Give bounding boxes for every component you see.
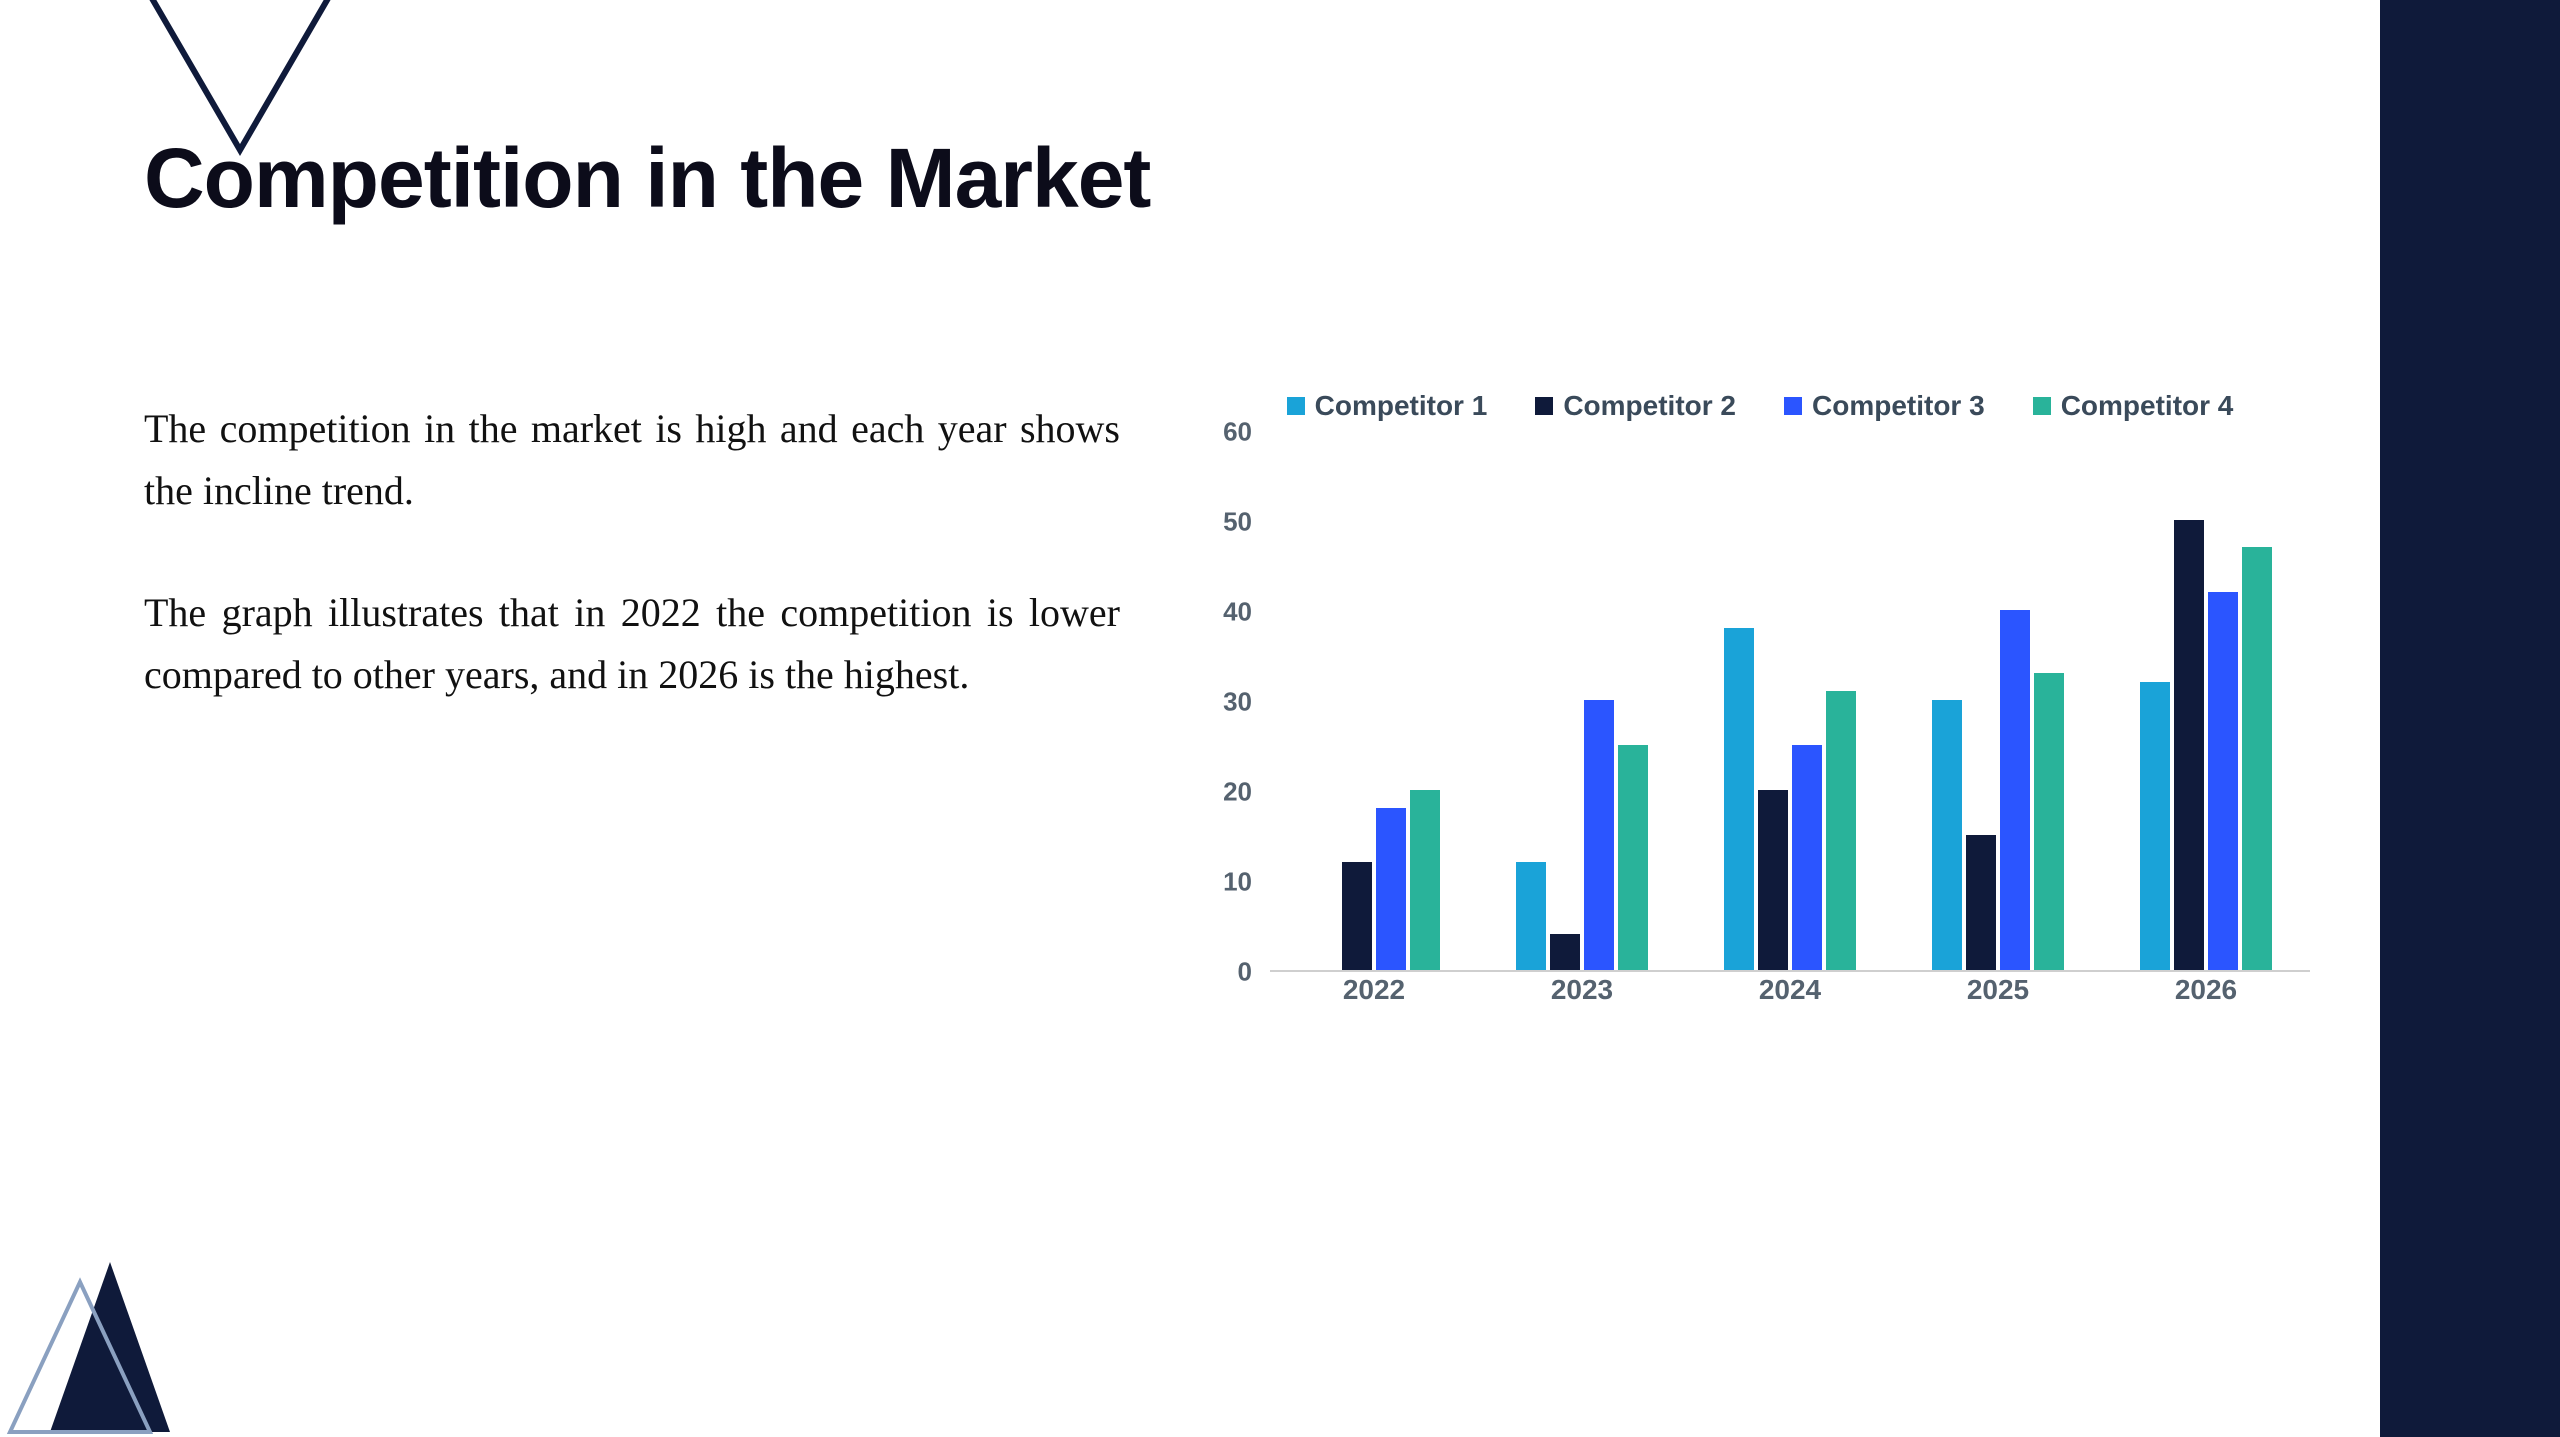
- chart-legend: Competitor 1 Competitor 2 Competitor 3 Comp…: [1200, 390, 2320, 422]
- bar-group: [1270, 790, 1478, 970]
- bar: [2140, 682, 2170, 970]
- x-tick-label: 2024: [1686, 974, 1894, 1012]
- bar: [1550, 934, 1580, 970]
- decorative-triangle-bottom: [0, 1242, 230, 1437]
- bar: [1410, 790, 1440, 970]
- bar: [1516, 862, 1546, 970]
- slide-body: The competition in the market is high an…: [144, 398, 1120, 766]
- legend-label: Competitor 3: [1812, 390, 1985, 422]
- bar: [2174, 520, 2204, 970]
- bar: [2208, 592, 2238, 970]
- slide: Competition in the Market The competitio…: [0, 0, 2560, 1437]
- x-tick-label: 2026: [2102, 974, 2310, 1012]
- slide-title: Competition in the Market: [144, 130, 1150, 227]
- bar: [2242, 547, 2272, 970]
- legend-swatch: [1784, 397, 1802, 415]
- y-tick-label: 20: [1202, 777, 1252, 808]
- legend-item: Competitor 2: [1535, 390, 1736, 422]
- x-tick-label: 2022: [1270, 974, 1478, 1012]
- bar: [1966, 835, 1996, 970]
- legend-item: Competitor 3: [1784, 390, 1985, 422]
- bar: [2034, 673, 2064, 970]
- y-tick-label: 60: [1202, 417, 1252, 448]
- viewport: Competition in the Market The competitio…: [0, 0, 2560, 1437]
- bar: [1758, 790, 1788, 970]
- bar-group: [1478, 700, 1686, 970]
- bar: [2000, 610, 2030, 970]
- body-paragraph: The competition in the market is high an…: [144, 398, 1120, 522]
- chart-plot-area: [1270, 432, 2310, 972]
- bar: [1584, 700, 1614, 970]
- legend-label: Competitor 2: [1563, 390, 1736, 422]
- y-tick-label: 40: [1202, 597, 1252, 628]
- chart-x-axis: 20222023202420252026: [1270, 974, 2310, 1012]
- x-tick-label: 2023: [1478, 974, 1686, 1012]
- bar: [1826, 691, 1856, 970]
- y-tick-label: 30: [1202, 687, 1252, 718]
- legend-swatch: [2033, 397, 2051, 415]
- legend-swatch: [1535, 397, 1553, 415]
- bar: [1342, 862, 1372, 970]
- y-tick-label: 0: [1202, 957, 1252, 988]
- legend-label: Competitor 4: [2061, 390, 2234, 422]
- y-tick-label: 10: [1202, 867, 1252, 898]
- body-paragraph: The graph illustrates that in 2022 the c…: [144, 582, 1120, 706]
- chart-y-axis: 0102030405060: [1200, 432, 1260, 972]
- bar: [1792, 745, 1822, 970]
- legend-label: Competitor 1: [1315, 390, 1488, 422]
- competition-chart: Competitor 1 Competitor 2 Competitor 3 Comp…: [1200, 390, 2320, 1070]
- bar-group: [1686, 628, 1894, 970]
- bar-group: [1894, 610, 2102, 970]
- legend-item: Competitor 4: [2033, 390, 2234, 422]
- x-tick-label: 2025: [1894, 974, 2102, 1012]
- bar: [1724, 628, 1754, 970]
- bar: [1618, 745, 1648, 970]
- y-tick-label: 50: [1202, 507, 1252, 538]
- legend-swatch: [1287, 397, 1305, 415]
- legend-item: Competitor 1: [1287, 390, 1488, 422]
- bar-group: [2102, 520, 2310, 970]
- bar: [1376, 808, 1406, 970]
- right-accent-strip: [2380, 0, 2560, 1437]
- chart-plot: 0102030405060 20222023202420252026: [1200, 432, 2320, 1012]
- bar: [1932, 700, 1962, 970]
